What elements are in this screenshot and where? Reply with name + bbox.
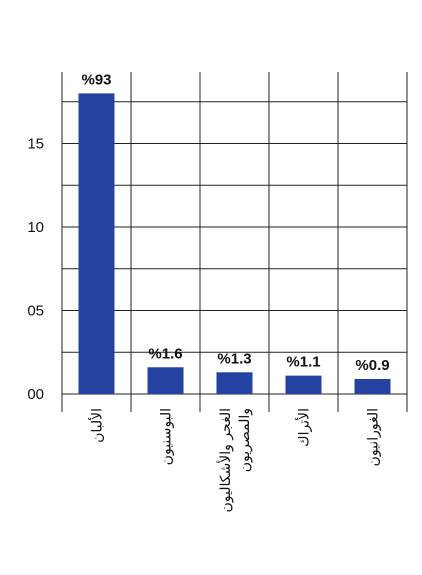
y-tick-label: 00 — [27, 386, 44, 403]
category-label: البوسنيون — [159, 408, 175, 465]
category-label: الغجر والأشكاليون — [216, 408, 234, 513]
category-label-group: الغجر والأشكاليون والمصريون — [216, 408, 253, 513]
category-label: والمصريون — [237, 408, 253, 472]
y-axis-ticks: 00 05 10 15 — [27, 136, 44, 404]
grid — [61, 72, 408, 412]
category-labels: الألبان البوسنيون الغجر والأشكاليون والمصري… — [88, 408, 382, 513]
bar — [285, 375, 322, 394]
bar-value-label: %1.1 — [286, 354, 320, 371]
y-tick-label: 05 — [27, 303, 44, 320]
category-label-group: الأتراك — [295, 408, 313, 447]
category-label: الغورانيون — [366, 408, 382, 466]
bar-value-label: %1.6 — [148, 345, 182, 362]
bar — [147, 367, 184, 394]
category-label-group: الغورانيون — [366, 408, 382, 466]
category-label-group: الألبان — [88, 408, 106, 443]
value-labels: %93 %1.6 %1.3 %1.1 %0.9 — [81, 71, 389, 374]
y-tick-label: 15 — [27, 136, 44, 153]
category-label: الألبان — [88, 408, 106, 443]
bar — [354, 378, 391, 394]
bar — [78, 93, 115, 395]
bar-value-label: %0.9 — [355, 357, 389, 374]
category-label-group: البوسنيون — [159, 408, 175, 465]
y-tick-label: 10 — [27, 219, 44, 236]
category-label: الأتراك — [295, 408, 313, 447]
bar-value-label: %1.3 — [217, 350, 251, 367]
bars — [78, 93, 391, 395]
bar — [216, 372, 253, 394]
bar-value-label: %93 — [81, 71, 111, 88]
